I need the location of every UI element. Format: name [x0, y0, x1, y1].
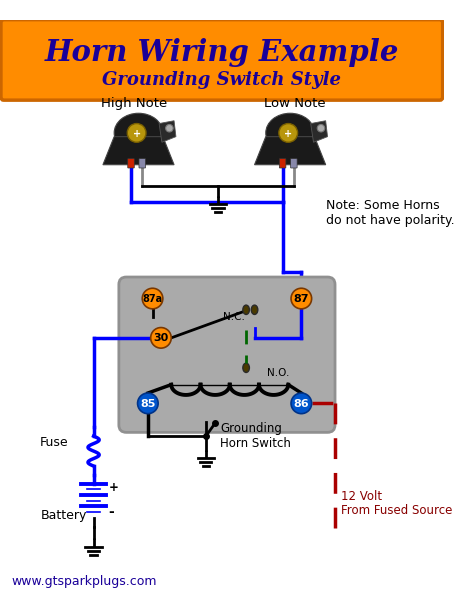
FancyBboxPatch shape	[139, 159, 146, 168]
Ellipse shape	[114, 113, 163, 153]
Text: N.C.: N.C.	[223, 312, 245, 322]
Circle shape	[142, 288, 163, 309]
Polygon shape	[310, 121, 328, 142]
FancyBboxPatch shape	[291, 159, 297, 168]
Text: Horn Wiring Example: Horn Wiring Example	[45, 38, 399, 67]
Ellipse shape	[266, 113, 314, 153]
FancyBboxPatch shape	[279, 159, 286, 168]
Text: 86: 86	[293, 399, 309, 409]
Circle shape	[165, 124, 173, 132]
Text: Note: Some Horns
do not have polarity.: Note: Some Horns do not have polarity.	[326, 199, 454, 227]
Text: www.gtsparkplugs.com: www.gtsparkplugs.com	[11, 574, 157, 588]
Polygon shape	[159, 121, 176, 142]
Text: +: +	[109, 481, 118, 494]
Circle shape	[137, 393, 158, 414]
Polygon shape	[103, 137, 174, 165]
Ellipse shape	[243, 363, 249, 373]
Circle shape	[291, 393, 311, 414]
FancyBboxPatch shape	[128, 159, 134, 168]
Text: From Fused Source: From Fused Source	[341, 504, 452, 517]
Text: Grounding
Horn Switch: Grounding Horn Switch	[220, 422, 291, 450]
Polygon shape	[255, 137, 326, 165]
Ellipse shape	[251, 305, 258, 314]
Text: +: +	[133, 129, 141, 139]
Ellipse shape	[243, 305, 249, 314]
Text: -: -	[109, 505, 114, 519]
Text: 87a: 87a	[143, 294, 163, 304]
Text: 30: 30	[153, 333, 169, 343]
Text: N.O.: N.O.	[267, 368, 289, 378]
Text: 85: 85	[140, 399, 155, 409]
Circle shape	[151, 327, 171, 348]
Circle shape	[279, 124, 298, 142]
Circle shape	[291, 288, 311, 309]
Text: Battery: Battery	[40, 509, 87, 522]
FancyBboxPatch shape	[1, 20, 443, 100]
Text: 87: 87	[293, 294, 309, 304]
Text: 12 Volt: 12 Volt	[341, 490, 382, 503]
Text: Grounding Switch Style: Grounding Switch Style	[102, 72, 341, 89]
Text: High Note: High Note	[100, 97, 167, 110]
FancyBboxPatch shape	[119, 277, 335, 432]
Text: Fuse: Fuse	[40, 436, 69, 449]
Circle shape	[128, 124, 146, 142]
Circle shape	[317, 124, 325, 132]
Text: Low Note: Low Note	[264, 97, 326, 110]
Text: +: +	[284, 129, 292, 139]
